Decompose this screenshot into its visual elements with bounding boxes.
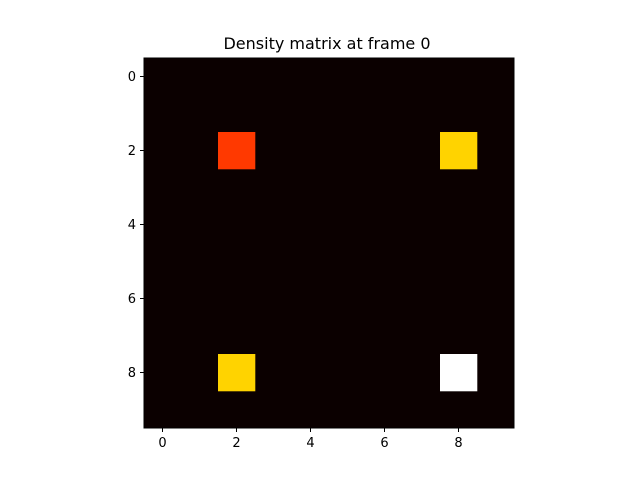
heatmap-cell-r2-c2 [218, 132, 256, 170]
y-tick-label-2: 2 [128, 144, 136, 159]
heatmap-cell-r8-c8 [440, 354, 478, 392]
x-tick-label-6: 6 [380, 436, 388, 451]
axes-frame [143, 57, 515, 429]
heatmap-cell-r2-c8 [440, 132, 478, 170]
y-tick-label-8: 8 [128, 366, 136, 381]
heatmap-cell-r8-c2 [218, 354, 256, 392]
x-tick-label-0: 0 [158, 436, 166, 451]
y-tick-label-4: 4 [128, 218, 136, 233]
y-tick-label-6: 6 [128, 292, 136, 307]
x-tick-label-4: 4 [306, 436, 314, 451]
heatmap-layer [144, 58, 514, 428]
chart-title: Density matrix at frame 0 [223, 34, 430, 53]
x-tick-label-2: 2 [232, 436, 240, 451]
y-tick-label-0: 0 [128, 70, 136, 85]
x-tick-label-8: 8 [454, 436, 462, 451]
axes-layer: 0 2 4 6 8 0 2 4 6 8 [128, 57, 515, 451]
